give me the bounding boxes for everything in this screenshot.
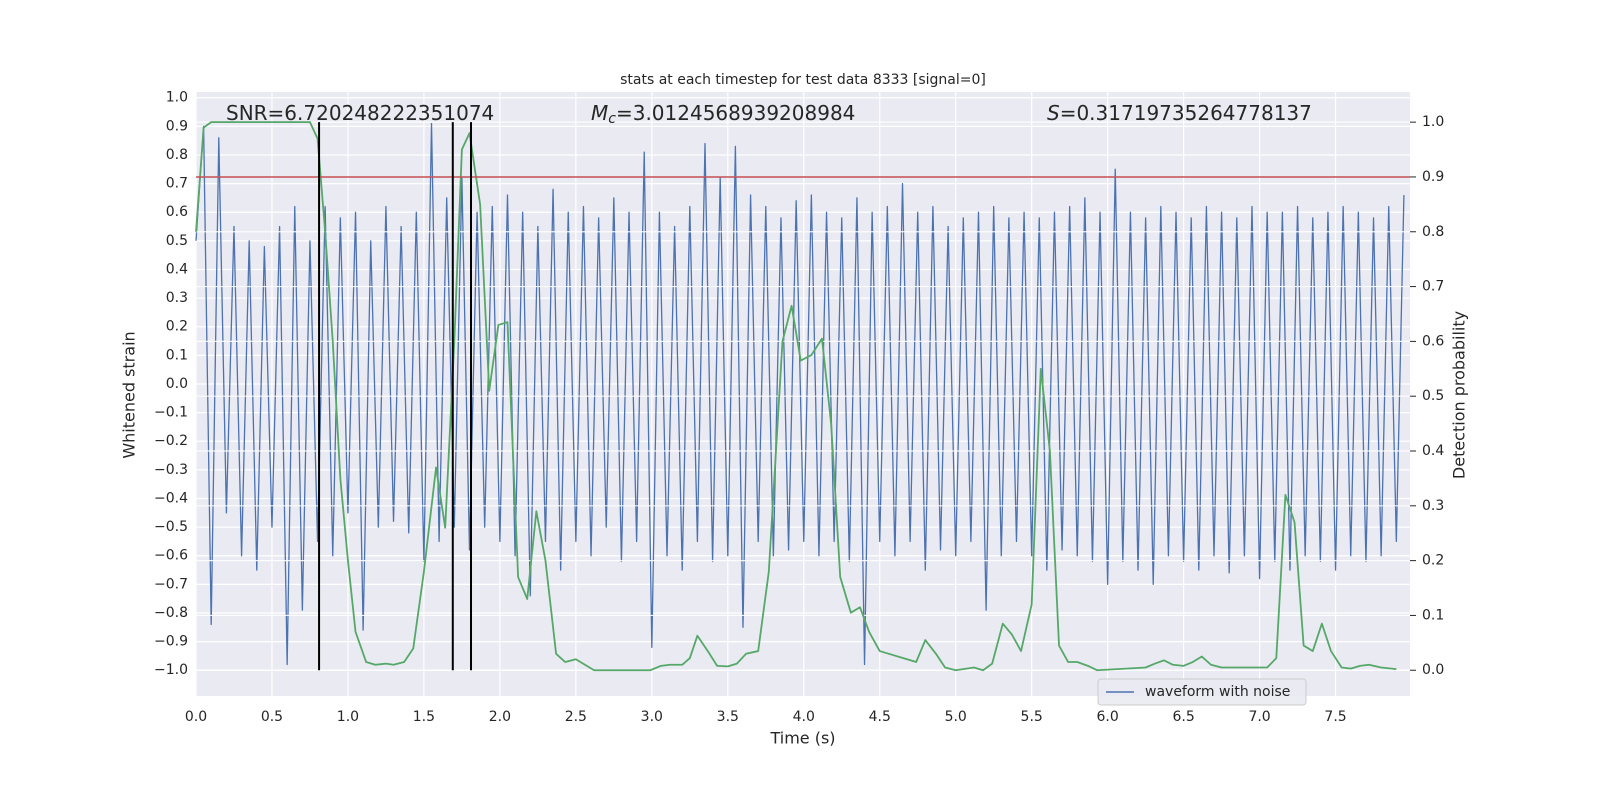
- x-tick-label: 6.5: [1172, 709, 1194, 725]
- x-tick-label: 7.0: [1248, 709, 1270, 725]
- y-tick-label: −0.8: [154, 605, 188, 621]
- series-line: [195, 121, 1397, 672]
- y-tick-label: 0.8: [166, 147, 188, 163]
- y2-tick-label: 0.6: [1422, 333, 1444, 349]
- y-tick-label: 0.4: [166, 261, 188, 277]
- grid: [195, 92, 1410, 696]
- y-tick-label: −0.4: [154, 490, 188, 506]
- x-axis-label: Time (s): [769, 729, 835, 748]
- y2-tick-label: 1.0: [1422, 114, 1444, 130]
- y-tick-label: −1.0: [154, 662, 188, 678]
- plot-area: [196, 92, 1410, 696]
- y-tick-label: −0.5: [154, 519, 188, 535]
- y-tick-label: −0.2: [154, 433, 188, 449]
- y2-tick-label: 0.0: [1422, 662, 1444, 678]
- annotation: SNR=6.720248222351074: [226, 101, 494, 125]
- y2-tick-label: 0.9: [1422, 169, 1444, 185]
- x-tick-label: 3.5: [717, 709, 739, 725]
- chart-title: stats at each timestep for test data 833…: [620, 72, 986, 88]
- y-tick-label: −0.6: [154, 548, 188, 564]
- y-tick-label: 0.6: [166, 204, 188, 220]
- series-line: [195, 122, 1405, 666]
- annotation-symbol: M: [591, 101, 608, 125]
- x-tick-label: 2.5: [565, 709, 587, 725]
- y2-tick-label: 0.2: [1422, 553, 1444, 569]
- x-tick-label: 6.0: [1097, 709, 1119, 725]
- x-tick-label: 0.0: [185, 709, 207, 725]
- x-tick-label: 0.5: [261, 709, 283, 725]
- x-tick-label: 4.0: [793, 709, 815, 725]
- y-tick-label: −0.7: [154, 576, 188, 592]
- y-axis-label: Whitened strain: [120, 331, 139, 458]
- y-tick-label: 0.7: [166, 176, 188, 192]
- y2-tick-label: 0.1: [1422, 607, 1444, 623]
- x-tick-label: 2.0: [489, 709, 511, 725]
- y2-axis-label: Detection probability: [1450, 311, 1469, 479]
- x-tick-label: 1.0: [337, 709, 359, 725]
- y-tick-label: 0.3: [166, 290, 188, 306]
- y-tick-label: −0.3: [154, 462, 188, 478]
- y2-tick-label: 0.8: [1422, 224, 1444, 240]
- labels: 0.0 0.5 1.0 1.5 2.0 2.5 3.0 3.5 4.0 4.5 5.0 5.5 6.0 6…: [154, 90, 1444, 725]
- annotation: S=0.31719735264778137: [1047, 101, 1312, 125]
- y-tick-label: −0.9: [154, 634, 188, 650]
- x-tick-label: 5.5: [1021, 709, 1043, 725]
- x-tick-label: 1.5: [413, 709, 435, 725]
- legend-box: [1097, 678, 1307, 706]
- y-tick-label: 0.1: [166, 347, 188, 363]
- x-tick-label: 3.0: [641, 709, 663, 725]
- x-tick-label: 4.5: [869, 709, 891, 725]
- y-tick-label: 0.5: [166, 233, 188, 249]
- annotation-text: =0.31719735264778137: [1060, 101, 1312, 125]
- y2-tick-label: 0.3: [1422, 498, 1444, 514]
- y-tick-label: 1.0: [166, 90, 188, 106]
- y-tick-label: 0.2: [166, 319, 188, 335]
- y2-tick-label: 0.7: [1422, 279, 1444, 295]
- y-tick-label: 0.9: [166, 118, 188, 134]
- annotation-subscript: c: [608, 111, 616, 127]
- annotation-symbol: S: [1047, 101, 1060, 125]
- annotation: Mc=3.0124568939208984: [591, 101, 855, 128]
- y2-tick-label: 0.5: [1422, 388, 1444, 404]
- x-tick-label: 7.5: [1324, 709, 1346, 725]
- y2-tick-label: 0.4: [1422, 443, 1444, 459]
- annotation-text: SNR=6.720248222351074: [226, 101, 494, 125]
- y-tick-label: −0.1: [154, 405, 188, 421]
- y-tick-label: 0.0: [166, 376, 188, 392]
- marks: [195, 121, 1410, 672]
- x-tick-label: 5.0: [945, 709, 967, 725]
- legend-label: waveform with noise: [1145, 684, 1290, 700]
- annotation-text: =3.0124568939208984: [616, 101, 855, 125]
